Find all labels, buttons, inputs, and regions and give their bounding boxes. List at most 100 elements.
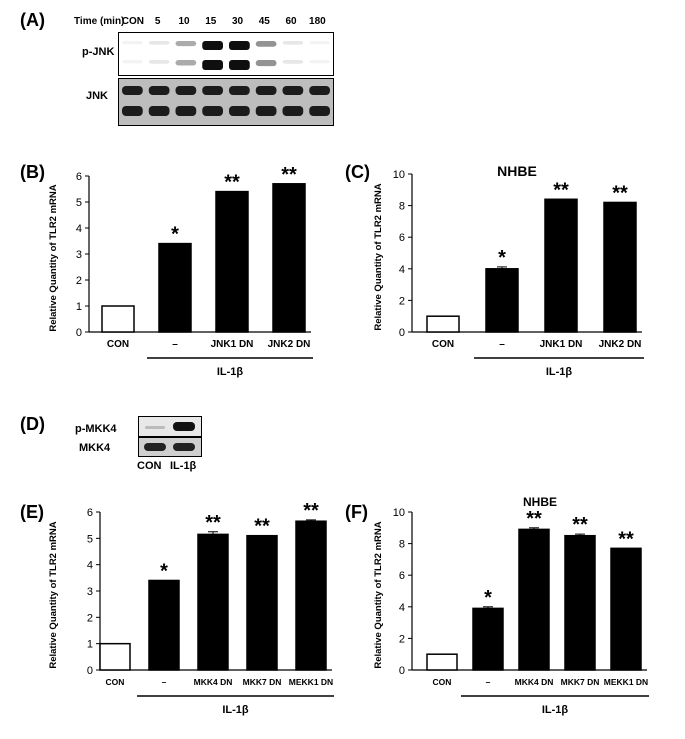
category-label-f-3: MKK7 DN: [561, 677, 600, 687]
category-label-b-0: CON: [107, 339, 129, 350]
y-tick-label-f-5: 10: [393, 507, 405, 519]
significance-e-4: **: [303, 500, 319, 522]
chart-title-f: NHBE: [523, 495, 557, 509]
chart-e: 0 1 2 3 4 5 6 Relative Quantity of TLR2 mRNA CON…: [48, 500, 334, 716]
significance-f-3: **: [572, 514, 588, 536]
d-lane-con: CON: [137, 460, 162, 472]
pjnk-band-lower-2: [175, 60, 197, 66]
lane-label-5: 45: [258, 16, 270, 27]
bar-f-0: [426, 653, 458, 671]
y-axis-label-e: Relative Quantity of TLR2 mRNA: [48, 521, 59, 668]
pmkk4-band-il1b: [173, 422, 195, 431]
bar-e-4: [295, 520, 327, 671]
pjnk-band-upper-3: [202, 41, 223, 50]
jnk-band-upper-3: [202, 86, 223, 95]
lane-label-6: 60: [285, 16, 297, 27]
bar-b-2: [215, 190, 249, 333]
significance-f-2: **: [526, 508, 542, 530]
bar-e-3: [246, 534, 278, 671]
y-tick-label-f-0: 0: [399, 665, 405, 677]
jnk-band-upper-5: [255, 86, 277, 95]
jnk-band-upper-0: [122, 86, 143, 95]
group-label-c: IL-1β: [546, 366, 573, 378]
significance-f-4: **: [618, 528, 634, 550]
jnk-band-lower-5: [255, 106, 277, 116]
pmkk4-band-con: [145, 426, 165, 429]
significance-f-1: *: [484, 587, 492, 609]
lane-label-7: 180: [309, 16, 326, 27]
pmkk4-blot: [138, 416, 202, 437]
pjnk-band-upper-7: [309, 41, 330, 45]
jnk-band-lower-4: [229, 106, 250, 116]
y-tick-label-b-6: 6: [76, 171, 82, 183]
significance-e-1: *: [160, 560, 168, 582]
category-label-b-3: JNK2 DN: [268, 339, 311, 350]
y-tick-label-f-3: 6: [399, 570, 405, 582]
group-label-e: IL-1β: [222, 704, 249, 716]
bar-f-4: [610, 547, 642, 671]
y-tick-label-c-4: 8: [399, 201, 405, 213]
pjnk-band-upper-6: [282, 41, 304, 45]
y-tick-label-b-0: 0: [76, 327, 82, 339]
category-label-b-1: –: [172, 339, 178, 350]
panel-d-label: (D): [20, 414, 45, 434]
bar-c-3: [603, 201, 637, 333]
significance-c-1: *: [498, 247, 506, 269]
y-tick-label-c-3: 6: [399, 232, 405, 244]
mkk4-band-il1b: [173, 443, 195, 451]
category-label-f-0: CON: [433, 677, 452, 687]
category-label-c-3: JNK2 DN: [599, 339, 642, 350]
pjnk-band-upper-4: [229, 41, 250, 50]
pjnk-band-upper-1: [148, 41, 170, 45]
y-axis-label-c: Relative Quantity of TLR2 mRNA: [373, 183, 384, 330]
jnk-band-lower-7: [309, 106, 330, 116]
jnk-band-lower-0: [122, 106, 143, 116]
jnk-band-upper-6: [282, 86, 304, 95]
y-tick-label-e-5: 5: [87, 533, 93, 545]
y-tick-label-b-2: 2: [76, 275, 82, 287]
bar-c-2: [544, 198, 578, 333]
mkk4-label: MKK4: [79, 442, 111, 454]
pjnk-blot: [118, 32, 334, 76]
pmkk4-label: p-MKK4: [75, 423, 117, 435]
y-tick-label-e-6: 6: [87, 507, 93, 519]
category-label-b-2: JNK1 DN: [211, 339, 254, 350]
category-label-f-2: MKK4 DN: [515, 677, 554, 687]
lane-label-4: 30: [231, 16, 244, 27]
category-label-c-2: JNK1 DN: [540, 339, 583, 350]
panel-e-label: (E): [20, 502, 44, 522]
d-lane-il1b: IL-1β: [170, 460, 197, 472]
pjnk-band-upper-5: [255, 41, 277, 47]
jnk-band-upper-7: [309, 86, 330, 95]
bar-c-0: [426, 315, 460, 333]
y-tick-label-b-1: 1: [76, 301, 82, 313]
y-tick-label-c-1: 2: [399, 295, 405, 307]
significance-e-2: **: [205, 512, 221, 534]
y-tick-label-f-2: 4: [399, 602, 405, 614]
pjnk-band-lower-6: [282, 60, 304, 64]
y-axis-label-f: Relative Quantity of TLR2 mRNA: [373, 521, 384, 668]
category-label-e-3: MKK7 DN: [243, 677, 282, 687]
y-axis-label-b: Relative Quantity of TLR2 mRNA: [48, 184, 59, 331]
significance-c-2: **: [553, 179, 569, 201]
category-label-c-1: –: [499, 339, 505, 350]
y-tick-label-c-5: 10: [393, 169, 405, 181]
bar-b-1: [158, 242, 192, 333]
jnk-band-lower-1: [148, 106, 170, 116]
category-label-f-4: MEKK1 DN: [604, 677, 648, 687]
jnk-blot: [118, 78, 334, 126]
y-tick-label-e-1: 1: [87, 639, 93, 651]
group-label-b: IL-1β: [217, 366, 244, 378]
pjnk-band-upper-0: [122, 41, 143, 45]
y-tick-label-b-4: 4: [76, 223, 82, 235]
lane-label-0: CON: [121, 16, 144, 27]
pjnk-band-lower-5: [255, 60, 277, 67]
lane-label-3: 15: [205, 16, 217, 27]
category-label-f-1: –: [486, 677, 491, 687]
jnk-band-upper-1: [148, 86, 170, 95]
bar-b-0: [101, 305, 135, 333]
jnk-band-lower-6: [282, 106, 304, 116]
time-label: Time (min): [74, 16, 125, 27]
jnk-band-lower-2: [175, 106, 197, 116]
bar-f-3: [564, 534, 596, 671]
